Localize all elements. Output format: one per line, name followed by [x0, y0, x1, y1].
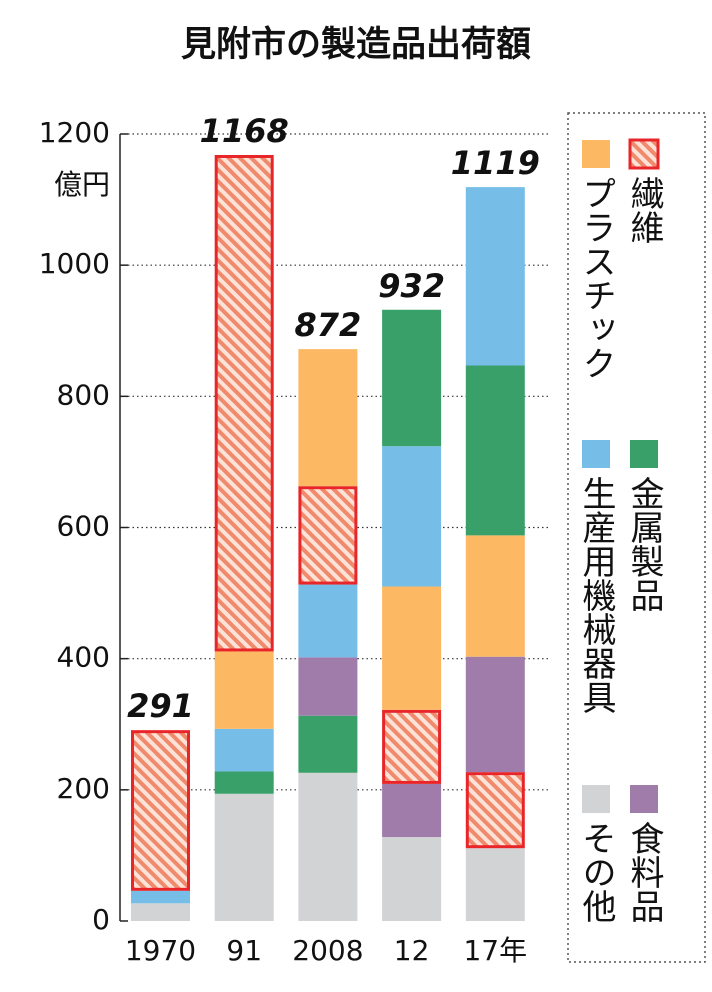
total-label: 291 — [127, 687, 194, 725]
total-label: 932 — [378, 267, 445, 305]
legend-label: 食料品 — [624, 821, 664, 923]
bar-segment — [465, 535, 525, 657]
bar-segment — [382, 837, 442, 921]
y-tick-label: 800 — [57, 378, 110, 411]
x-tick-label: 12 — [394, 934, 430, 967]
legend-swatch — [582, 440, 610, 468]
bar-segment — [382, 783, 442, 838]
bar-segment — [382, 309, 442, 447]
bar-segment — [465, 848, 525, 921]
total-label: 1119 — [451, 144, 540, 182]
legend-swatch — [630, 440, 658, 468]
legend-label: 生産用機械器具 — [576, 476, 616, 714]
bar-segment — [298, 486, 358, 585]
bar-segment — [214, 728, 274, 772]
legend-label: 金属製品 — [624, 476, 664, 612]
bar-segment — [131, 890, 190, 904]
legend-label: 繊維 — [624, 176, 664, 244]
bar-segment — [214, 651, 274, 729]
bar-segment — [298, 349, 358, 487]
bar-segment — [214, 793, 274, 921]
legend-swatch — [582, 140, 610, 168]
x-tick-label: 2008 — [292, 934, 363, 967]
y-tick-label: 1000 — [39, 247, 110, 280]
bar-segment — [214, 771, 274, 794]
total-label: 872 — [295, 306, 362, 344]
chart-title: 見附市の製造品出荷額 — [181, 25, 531, 65]
legend-label: プラスチック — [576, 176, 616, 380]
bar-segment — [298, 584, 358, 658]
x-tick-label: 17年 — [463, 934, 527, 967]
legend-swatch — [630, 785, 658, 813]
legend-label: その他 — [576, 821, 616, 923]
bar-segment — [298, 657, 358, 716]
total-label: 1168 — [200, 112, 289, 150]
bar-segment — [131, 903, 190, 921]
y-tick-label: 200 — [57, 772, 110, 805]
bar-segment — [465, 365, 525, 536]
bar-segment — [298, 772, 358, 921]
y-tick-label: 1200 — [39, 116, 110, 149]
bar-segment — [382, 709, 442, 784]
legend-swatch — [628, 138, 660, 170]
y-tick-label: 0 — [92, 903, 110, 936]
bar-segment — [382, 586, 442, 710]
bar-segment — [214, 154, 274, 652]
x-tick-label: 91 — [226, 934, 262, 967]
y-tick-label: 600 — [57, 510, 110, 543]
bar-segment — [131, 730, 190, 891]
bar-segment — [465, 656, 525, 773]
bar-segment — [382, 446, 442, 587]
bar-segment — [465, 187, 525, 366]
legend-box — [567, 112, 706, 963]
bar-segment — [298, 715, 358, 773]
y-tick-label: 400 — [57, 641, 110, 674]
legend-swatch — [582, 785, 610, 813]
bar-segment — [465, 772, 525, 849]
x-tick-label: 1970 — [125, 934, 196, 967]
y-unit: 億円 — [54, 168, 110, 201]
